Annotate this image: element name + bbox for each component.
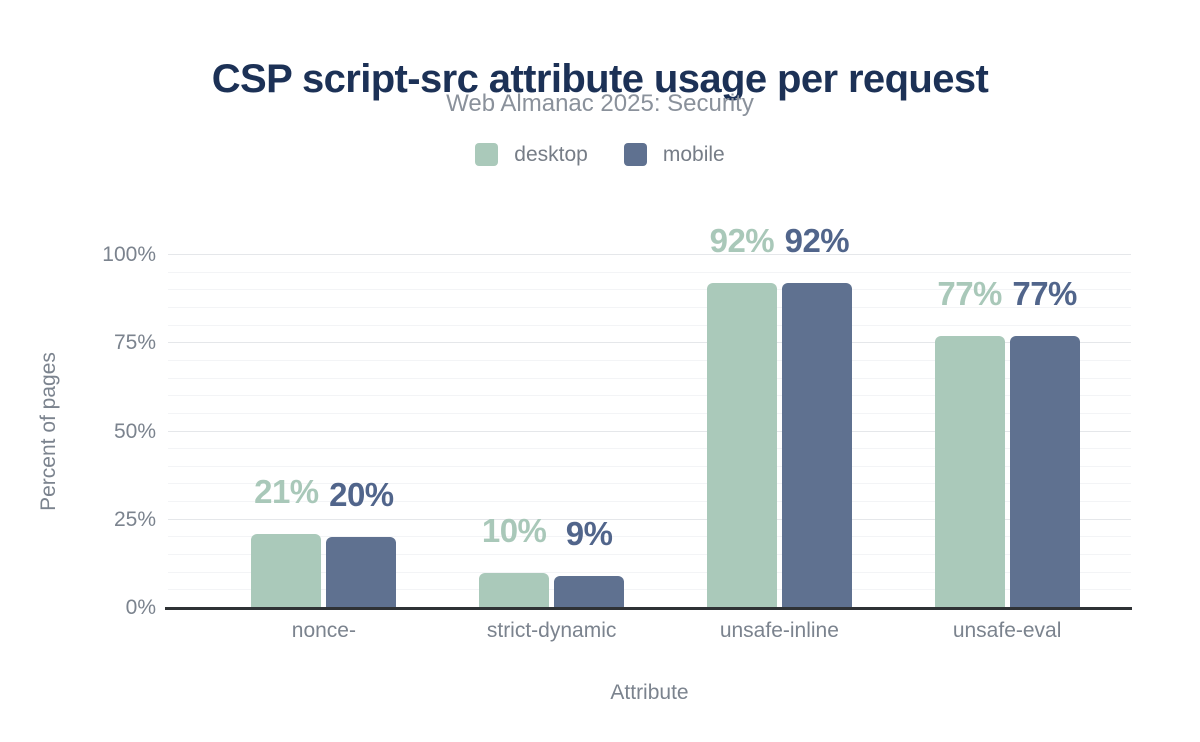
x-tick-strict-dynamic: strict-dynamic — [486, 619, 617, 642]
x-axis-title: Attribute — [610, 681, 689, 704]
x-axis-line — [165, 607, 1132, 610]
gridline-minor — [168, 536, 1131, 538]
chart-subtitle: Web Almanac 2025: Security — [446, 90, 754, 117]
bar-wrap-mobile-nonce-: 20% — [326, 478, 397, 608]
bar-mobile-unsafe-inline[interactable] — [781, 283, 852, 608]
bar-wrap-mobile-unsafe-eval: 77% — [1009, 277, 1080, 608]
gridline-major — [168, 342, 1131, 344]
legend-swatch-desktop — [475, 143, 499, 166]
bar-value-label-desktop-strict-dynamic: 10% — [481, 511, 547, 549]
plot-area: 21% 20% 10% 9% 92% 92% 77% 77% — [165, 224, 1132, 610]
gridline-minor — [168, 306, 1131, 308]
gridline-minor — [168, 483, 1131, 485]
bar-wrap-desktop-strict-dynamic: 10% — [479, 514, 550, 608]
bar-value-label-mobile-nonce-: 20% — [329, 476, 394, 514]
x-tick-unsafe-eval: unsafe-eval — [952, 619, 1062, 642]
gridline-minor — [168, 501, 1131, 503]
legend-label-mobile: mobile — [662, 143, 725, 166]
gridline-minor — [168, 324, 1131, 326]
gridline-minor — [168, 377, 1131, 379]
bar-wrap-mobile-strict-dynamic: 9% — [554, 517, 625, 608]
bar-value-label-mobile-unsafe-eval: 77% — [1012, 275, 1077, 313]
bar-desktop-unsafe-inline[interactable] — [706, 283, 777, 608]
y-tick-100%: 100% — [102, 243, 156, 266]
bar-desktop-nonce-[interactable] — [251, 533, 322, 608]
x-tick-nonce-: nonce- — [291, 619, 356, 642]
legend-label-desktop: desktop — [514, 143, 588, 166]
bar-wrap-mobile-unsafe-inline: 92% — [781, 224, 852, 608]
bar-group-unsafe-inline: 92% 92% — [666, 224, 894, 608]
gridline-major — [168, 254, 1131, 255]
bar-mobile-unsafe-eval[interactable] — [1009, 336, 1080, 608]
bar-desktop-strict-dynamic[interactable] — [479, 572, 550, 608]
bar-value-label-desktop-nonce-: 21% — [254, 472, 319, 510]
gridline-minor — [168, 395, 1131, 397]
bar-value-label-mobile-unsafe-inline: 92% — [784, 222, 850, 260]
bar-wrap-desktop-nonce-: 21% — [251, 475, 322, 608]
gridline-minor — [168, 359, 1131, 361]
gridline-minor — [168, 554, 1131, 556]
gridline-minor — [168, 289, 1131, 291]
gridline-major — [168, 430, 1131, 432]
gridline-major — [168, 518, 1131, 520]
bar-value-label-mobile-strict-dynamic: 9% — [565, 515, 613, 553]
y-tick-75%: 75% — [113, 331, 156, 355]
bar-group-nonce-: 21% 20% — [210, 255, 438, 608]
bar-desktop-unsafe-eval[interactable] — [934, 336, 1005, 608]
gridline-minor — [168, 271, 1131, 273]
x-tick-unsafe-inline: unsafe-inline — [719, 619, 839, 642]
legend-item-desktop[interactable]: desktop — [475, 143, 588, 166]
bar-wrap-desktop-unsafe-eval: 77% — [934, 277, 1005, 608]
chart-title: CSP script-src attribute usage per reque… — [211, 56, 989, 101]
legend-swatch-mobile — [623, 143, 647, 166]
y-axis-ticks: 0% 25% 50% 75% 100% — [60, 243, 156, 619]
bar-group-strict-dynamic: 10% 9% — [438, 255, 666, 608]
legend-item-mobile[interactable]: mobile — [623, 143, 725, 166]
bar-value-label-desktop-unsafe-eval: 77% — [937, 275, 1002, 313]
gridline-minor — [168, 589, 1131, 591]
y-tick-25%: 25% — [113, 507, 156, 531]
gridline-minor — [168, 465, 1131, 467]
bar-wrap-desktop-unsafe-inline: 92% — [706, 224, 777, 608]
y-tick-0%: 0% — [125, 596, 156, 619]
bar-mobile-strict-dynamic[interactable] — [554, 576, 625, 608]
bar-group-unsafe-eval: 77% 77% — [893, 255, 1121, 608]
bars-row: 21% 20% 10% 9% 92% 92% 77% 77% — [210, 224, 1121, 608]
y-tick-50%: 50% — [113, 419, 156, 443]
bar-value-label-desktop-unsafe-inline: 92% — [709, 222, 775, 260]
legend: desktop mobile — [0, 143, 1200, 166]
gridline-minor — [168, 571, 1131, 573]
y-axis-title-text: Percent of pages — [36, 352, 60, 511]
bar-mobile-nonce-[interactable] — [326, 537, 397, 608]
gridline-minor — [168, 412, 1131, 414]
gridline-minor — [168, 448, 1131, 450]
x-axis-labels: nonce-strict-dynamic unsafe-inline unsafe-… — [210, 618, 1121, 644]
